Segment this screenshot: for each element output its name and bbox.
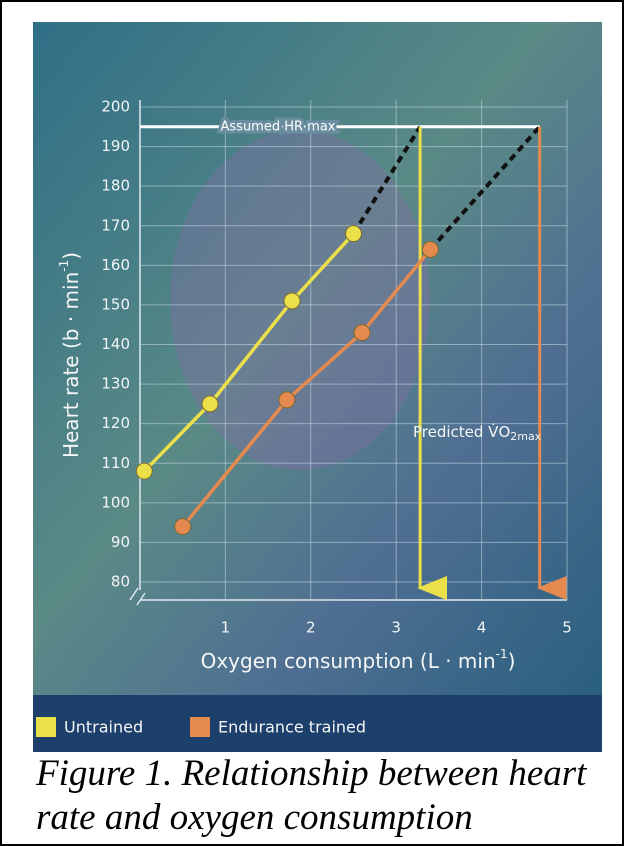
y-tick-label: 130 bbox=[101, 375, 130, 393]
y-axis-title-text: Heart rate (b · min bbox=[59, 272, 83, 458]
data-point bbox=[284, 293, 300, 309]
caption: Figure 1. Relationship between heart rat… bbox=[36, 752, 616, 840]
y-tick-label: 110 bbox=[101, 454, 130, 472]
legend-label: Untrained bbox=[64, 718, 143, 737]
x-tick-label: 4 bbox=[477, 619, 487, 637]
x-axis-title-end: ) bbox=[508, 649, 516, 673]
data-point bbox=[279, 392, 295, 408]
data-point bbox=[136, 463, 152, 479]
legend-label: Endurance trained bbox=[218, 718, 366, 737]
y-tick-label: 170 bbox=[101, 216, 130, 234]
legend-swatch bbox=[36, 717, 56, 737]
x-axis-title-sup: -1 bbox=[496, 647, 508, 661]
y-axis-title-sup: -1 bbox=[57, 260, 71, 272]
y-tick-label: 160 bbox=[101, 256, 130, 274]
chart: 80 90 100 110 120 130 140 150 160 170 180 190 200 1 2 3… bbox=[0, 0, 624, 760]
y-tick-label: 90 bbox=[111, 533, 130, 551]
data-point bbox=[202, 396, 218, 412]
data-point bbox=[346, 226, 362, 242]
x-axis-title: Oxygen consumption (L · min-1) bbox=[201, 647, 516, 673]
x-tick-label: 2 bbox=[306, 619, 316, 637]
y-tick-label: 190 bbox=[101, 137, 130, 155]
x-axis-title-text: Oxygen consumption (L · min bbox=[201, 649, 496, 673]
data-point bbox=[354, 325, 370, 341]
legend-swatch bbox=[190, 717, 210, 737]
x-tick-label: 3 bbox=[391, 619, 401, 637]
predicted-label-text: Predicted V̇O bbox=[413, 422, 510, 441]
y-axis-title-end: ) bbox=[59, 252, 83, 260]
data-point bbox=[422, 242, 438, 258]
y-tick-label: 120 bbox=[101, 414, 130, 432]
y-tick-label: 80 bbox=[111, 573, 130, 591]
predicted-label-sub: 2max bbox=[510, 430, 541, 443]
y-tick-label: 180 bbox=[101, 177, 130, 195]
data-point bbox=[175, 519, 191, 535]
x-tick-label: 5 bbox=[562, 619, 572, 637]
y-tick-label: 200 bbox=[101, 98, 130, 116]
page: 80 90 100 110 120 130 140 150 160 170 180 190 200 1 2 3… bbox=[0, 0, 624, 846]
hr-max-label: Assumed HR max bbox=[221, 119, 336, 134]
y-axis-title: Heart rate (b · min-1) bbox=[57, 252, 83, 458]
x-tick-label: 1 bbox=[221, 619, 231, 637]
y-tick-label: 140 bbox=[101, 335, 130, 353]
y-tick-label: 150 bbox=[101, 295, 130, 313]
y-tick-label: 100 bbox=[101, 493, 130, 511]
